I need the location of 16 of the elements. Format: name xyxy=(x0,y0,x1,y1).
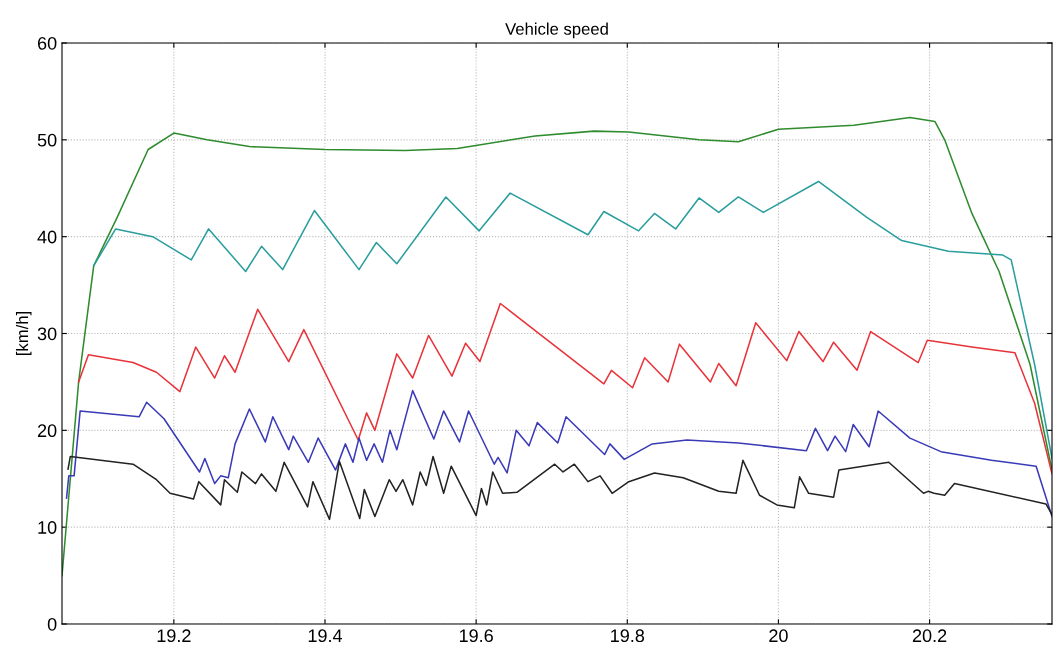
y-tick-label: 30 xyxy=(37,327,57,341)
x-tick-label: 19.4 xyxy=(308,629,343,643)
x-tick-label: 19.2 xyxy=(157,629,191,643)
y-tick-label: 40 xyxy=(37,230,57,244)
y-tick-label: 60 xyxy=(37,36,57,50)
y-tick-label: 10 xyxy=(38,521,57,534)
x-tick-label: 20.2 xyxy=(912,629,947,643)
x-tick-label: 19.8 xyxy=(611,629,645,643)
y-tick-label: 20 xyxy=(37,424,57,438)
chart-title: Vehicle speed xyxy=(505,22,608,39)
line-series xyxy=(67,455,1052,521)
y-axis-title: [km/h] xyxy=(15,312,32,355)
x-tick-label: 19.6 xyxy=(459,629,493,643)
x-tick-label: 20 xyxy=(769,629,788,643)
y-tick-label: 0 xyxy=(47,617,57,631)
y-tick-label: 50 xyxy=(37,133,57,147)
